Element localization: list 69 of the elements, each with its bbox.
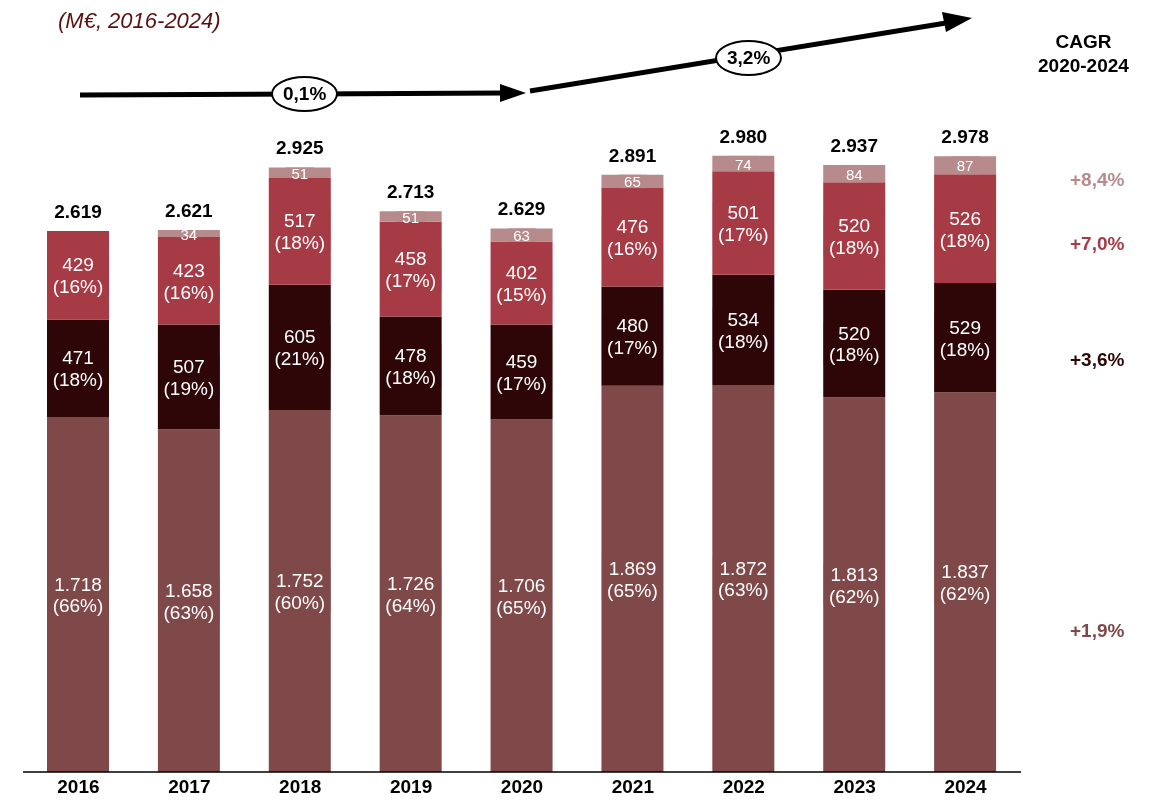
data-label: 51 [402, 208, 420, 226]
text: +8,4% [1070, 168, 1125, 192]
data-label: 526 (18%) [939, 207, 991, 251]
data-label: 65 [624, 172, 641, 190]
total-label: 2.925 [276, 136, 324, 158]
data-label: 51 [291, 164, 309, 182]
data-label: 63 [513, 226, 530, 244]
x-tick-label: 2017 [168, 776, 211, 798]
x-tick-label: 2023 [833, 776, 876, 798]
bar [268, 409, 331, 772]
data-label: 1.869 (65%) [607, 557, 658, 601]
data-label: 1.837 (62%) [939, 560, 991, 604]
data-label: 480 (17%) [607, 314, 658, 358]
data-label: 84 [845, 165, 863, 183]
data-label: 605 (21%) [274, 325, 326, 369]
bar [157, 429, 220, 772]
total-label: 2.629 [497, 197, 546, 219]
data-label: 1.718 (66%) [52, 573, 104, 616]
bar [379, 415, 442, 772]
bar [712, 385, 775, 772]
total-label: 2.891 [608, 144, 657, 166]
x-tick-label: 2018 [279, 776, 322, 798]
data-label: 87 [956, 156, 974, 174]
bar [490, 419, 553, 772]
bar [934, 392, 997, 772]
total-label: 2.713 [386, 180, 435, 202]
x-tick-label: 2020 [500, 776, 544, 798]
chart-subtitle: (M€, 2016-2024) [58, 8, 221, 34]
data-label: 534 (18%) [717, 308, 769, 352]
data-label: 520 (18%) [828, 214, 880, 258]
total-label: 2.978 [941, 125, 989, 147]
data-label: 476 (16%) [607, 215, 658, 259]
data-label: 458 (17%) [385, 247, 437, 291]
text: 0,1% [271, 76, 339, 112]
data-label: 478 (18%) [385, 344, 437, 388]
data-label: 520 (18%) [828, 322, 880, 365]
bar [823, 397, 886, 772]
x-tick-label: 2016 [57, 776, 100, 798]
bar [47, 416, 109, 772]
data-label: 1.752 (60%) [274, 569, 326, 613]
data-label: 423 (16%) [163, 259, 215, 303]
data-label: 517 (18%) [274, 209, 326, 253]
total-label: 2.621 [165, 199, 214, 221]
data-label: 529 (18%) [939, 316, 991, 360]
text: 3,2% [715, 40, 783, 76]
x-tick-label: 2019 [389, 776, 433, 798]
total-label: 2.937 [830, 134, 878, 156]
data-label: 1.706 (65%) [496, 574, 547, 618]
text: +1,9% [1070, 619, 1125, 643]
data-label: 1.658 (63%) [163, 579, 215, 623]
data-label: 1.726 (64%) [385, 572, 437, 616]
data-label: 1.813 (62%) [828, 563, 880, 607]
data-label: 74 [734, 155, 752, 173]
x-tick-label: 2024 [944, 776, 988, 798]
data-label: 507 (19%) [163, 355, 215, 399]
x-tick-label: 2021 [611, 776, 655, 798]
text: +7,0% [1070, 232, 1125, 256]
text: CAGR 2020-2024 [1038, 30, 1129, 78]
data-label: 471 (18%) [52, 346, 104, 390]
total-label: 2.619 [54, 200, 102, 222]
bar [601, 385, 664, 772]
data-label: 501 (17%) [717, 201, 769, 245]
data-label: 459 (17%) [496, 350, 547, 394]
data-label: 429 (16%) [52, 253, 104, 297]
x-tick-label: 2022 [722, 776, 765, 798]
total-label: 2.980 [719, 125, 768, 147]
data-label: 402 (15%) [496, 261, 547, 305]
text: +3,6% [1070, 348, 1125, 372]
data-label: 1.872 (63%) [717, 557, 769, 600]
